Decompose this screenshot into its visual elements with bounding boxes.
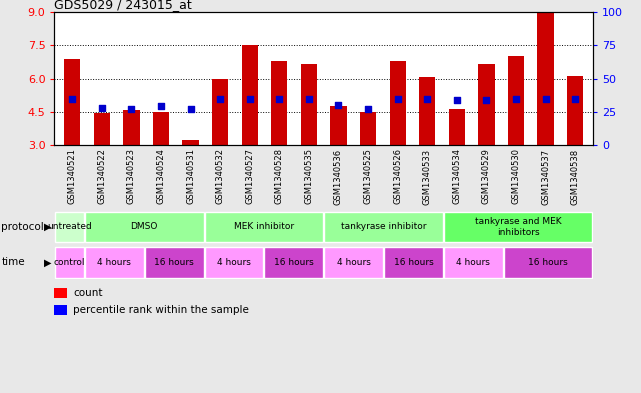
Bar [54,288,67,298]
Point [304,95,314,102]
Bar [204,247,263,278]
Text: GSM1340521: GSM1340521 [68,149,77,204]
Bar [384,247,443,278]
Text: GSM1340531: GSM1340531 [186,149,195,204]
Text: GSM1340525: GSM1340525 [363,149,372,204]
Text: GSM1340537: GSM1340537 [541,149,550,205]
Text: GSM1340530: GSM1340530 [512,149,520,204]
Text: GSM1340528: GSM1340528 [275,149,284,204]
Text: GSM1340527: GSM1340527 [246,149,254,204]
Bar [242,45,258,145]
Text: GSM1340532: GSM1340532 [215,149,224,204]
Text: GSM1340526: GSM1340526 [393,149,402,204]
Bar [54,305,67,315]
Bar [123,110,140,145]
Bar [183,140,199,145]
Bar [145,247,203,278]
Bar [94,113,110,145]
Bar [85,247,144,278]
Bar [271,61,287,145]
Text: ▶: ▶ [44,257,51,267]
Point [126,105,137,112]
Point [156,103,166,110]
Text: DMSO: DMSO [131,222,158,231]
Text: GSM1340538: GSM1340538 [570,149,579,205]
Point [67,95,78,102]
Bar [64,59,80,145]
Bar [390,61,406,145]
Text: GSM1340534: GSM1340534 [453,149,462,204]
Bar [537,12,554,145]
Text: 4 hours: 4 hours [217,258,251,267]
Bar [324,211,443,242]
Point [245,95,255,102]
Point [540,95,551,102]
Point [392,95,403,102]
Text: control: control [54,258,85,267]
Point [333,102,344,108]
Bar [449,108,465,145]
Point [274,95,285,102]
Text: GSM1340529: GSM1340529 [482,149,491,204]
Bar [330,107,347,145]
Point [185,105,196,112]
Point [570,95,580,102]
Bar [153,112,169,145]
Text: tankyrase inhibitor: tankyrase inhibitor [341,222,426,231]
Text: MEK inhibitor: MEK inhibitor [234,222,294,231]
Bar [301,64,317,145]
Text: 4 hours: 4 hours [337,258,370,267]
Point [481,97,492,103]
Bar [324,247,383,278]
Bar [508,56,524,145]
Text: 16 hours: 16 hours [528,258,568,267]
Bar [212,79,228,145]
Text: protocol: protocol [1,222,44,232]
Text: ▶: ▶ [44,222,51,232]
Text: GSM1340523: GSM1340523 [127,149,136,204]
Point [97,105,107,111]
Point [511,95,521,102]
Point [422,95,433,102]
Text: 16 hours: 16 hours [394,258,433,267]
Bar [55,247,84,278]
Bar [567,76,583,145]
Text: GSM1340533: GSM1340533 [423,149,432,205]
Bar [419,77,435,145]
Text: GSM1340522: GSM1340522 [97,149,106,204]
Text: GSM1340524: GSM1340524 [156,149,165,204]
Text: 4 hours: 4 hours [456,258,490,267]
Point [215,95,225,102]
Bar [444,211,592,242]
Bar [55,211,84,242]
Point [452,97,462,103]
Bar [478,64,495,145]
Bar [444,247,503,278]
Text: 4 hours: 4 hours [97,258,131,267]
Text: percentile rank within the sample: percentile rank within the sample [73,305,249,315]
Text: 16 hours: 16 hours [154,258,194,267]
Bar [360,112,376,145]
Text: time: time [1,257,25,267]
Text: 16 hours: 16 hours [274,258,313,267]
Text: tankyrase and MEK
inhibitors: tankyrase and MEK inhibitors [475,217,562,237]
Text: GSM1340536: GSM1340536 [334,149,343,205]
Text: untreated: untreated [47,222,92,231]
Text: GSM1340535: GSM1340535 [304,149,313,204]
Bar [85,211,203,242]
Bar [265,247,323,278]
Point [363,105,373,112]
Text: count: count [73,288,103,298]
Bar [504,247,592,278]
Text: GDS5029 / 243015_at: GDS5029 / 243015_at [54,0,192,11]
Bar [204,211,323,242]
